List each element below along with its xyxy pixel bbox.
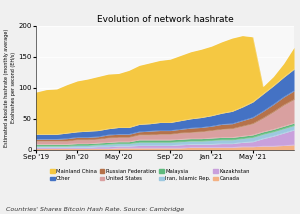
Y-axis label: Estimated absolute hashrate (monthly average)
Exahashes per second (EH/s): Estimated absolute hashrate (monthly ave… bbox=[4, 29, 16, 147]
Title: Evolution of network hashrate: Evolution of network hashrate bbox=[97, 15, 233, 24]
Text: Countries' Shares Bitcoin Hash Rate. Source: Cambridge: Countries' Shares Bitcoin Hash Rate. Sou… bbox=[6, 207, 184, 212]
Legend: Mainland China, Other, Russian Federation, United States, Malaysia, Iran, Islami: Mainland China, Other, Russian Federatio… bbox=[50, 169, 250, 181]
